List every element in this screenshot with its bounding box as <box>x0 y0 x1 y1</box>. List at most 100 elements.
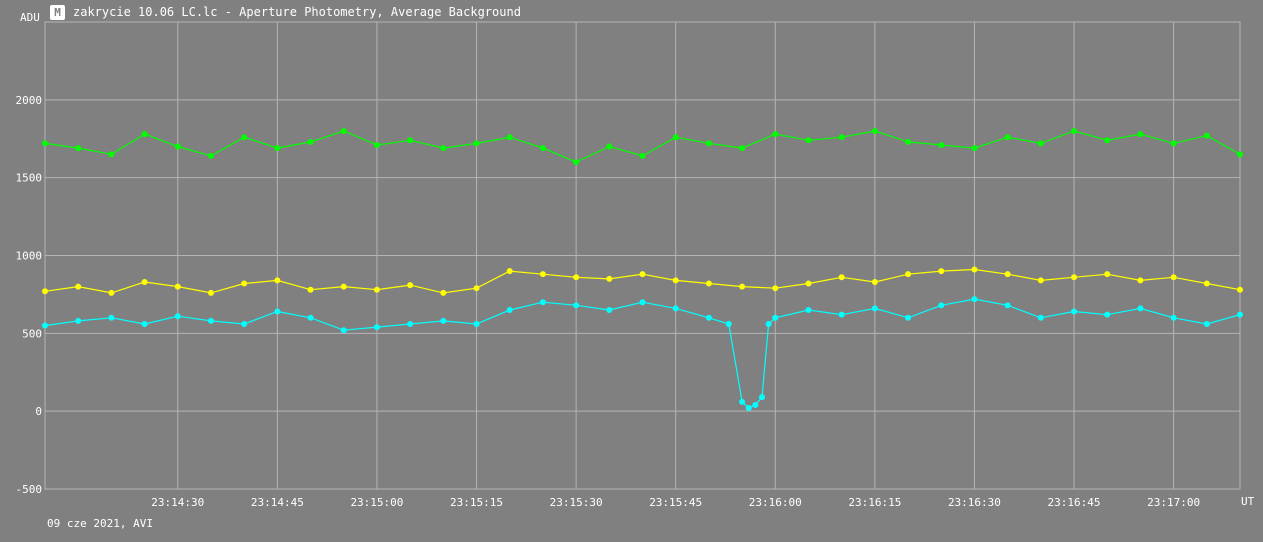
data-point <box>1203 320 1210 327</box>
data-point <box>42 140 48 147</box>
data-point <box>1137 305 1144 312</box>
x-tick-label: 23:16:30 <box>948 496 1001 509</box>
data-point <box>440 145 447 152</box>
grid <box>45 22 1240 490</box>
data-point <box>772 285 779 292</box>
data-point <box>838 274 845 281</box>
data-point <box>340 327 347 334</box>
data-point <box>42 322 48 329</box>
app-logo-icon[interactable]: M <box>50 4 65 20</box>
data-point <box>506 306 513 313</box>
data-point <box>440 289 447 296</box>
data-point <box>905 271 912 278</box>
data-point <box>871 278 878 285</box>
x-axis-label: UT <box>1241 495 1255 508</box>
data-point <box>772 314 779 321</box>
x-tick-label: 23:16:00 <box>749 496 802 509</box>
data-point <box>141 320 148 327</box>
data-point <box>1004 302 1011 309</box>
data-point <box>174 313 181 320</box>
series-2 <box>42 266 1243 296</box>
data-point <box>672 277 679 284</box>
data-point <box>373 324 380 331</box>
series-line <box>44 298 1241 409</box>
footer-info: 09 cze 2021, AVI <box>47 517 153 530</box>
data-point <box>108 289 115 296</box>
data-point <box>838 134 845 141</box>
x-tick-label: 23:15:00 <box>350 496 403 509</box>
data-point <box>207 317 214 324</box>
data-point <box>1104 137 1111 144</box>
data-point <box>938 268 945 275</box>
x-tick-label: 23:15:30 <box>550 496 603 509</box>
data-point <box>705 140 712 147</box>
y-tick-label: 500 <box>22 327 42 340</box>
data-point <box>274 277 281 284</box>
data-point <box>108 151 115 158</box>
data-point <box>971 296 978 303</box>
data-point <box>373 141 380 148</box>
data-point <box>905 314 912 321</box>
data-point <box>539 299 546 306</box>
data-point <box>1170 274 1177 281</box>
x-tick-label: 23:15:45 <box>649 496 702 509</box>
data-point <box>1071 274 1078 281</box>
data-point <box>75 283 82 290</box>
data-point <box>75 317 82 324</box>
data-point <box>174 143 181 150</box>
data-point <box>1104 271 1111 278</box>
x-tick-label: 23:16:15 <box>848 496 901 509</box>
data-point <box>42 288 48 295</box>
data-point <box>207 289 214 296</box>
data-point <box>241 320 248 327</box>
data-point <box>573 159 580 166</box>
data-point <box>1137 131 1144 138</box>
data-point <box>705 280 712 287</box>
y-axis-label: ADU <box>20 11 40 24</box>
data-point <box>752 401 759 408</box>
data-point <box>1170 314 1177 321</box>
data-point <box>639 271 646 278</box>
y-tick-label: 0 <box>35 405 42 418</box>
data-point <box>938 141 945 148</box>
data-point <box>407 282 414 289</box>
data-point <box>1037 314 1044 321</box>
data-point <box>573 274 580 281</box>
x-tick-label: 23:14:45 <box>251 496 304 509</box>
data-point <box>739 145 746 152</box>
data-point <box>307 314 314 321</box>
data-point <box>307 138 314 145</box>
y-tick-label: 1000 <box>16 250 43 263</box>
data-point <box>745 405 752 412</box>
data-point <box>606 143 613 150</box>
data-point <box>307 286 314 293</box>
data-point <box>765 320 772 327</box>
window-title-bar: M zakrycie 10.06 LC.lc - Aperture Photom… <box>50 3 521 21</box>
data-point <box>639 152 646 159</box>
data-point <box>725 320 732 327</box>
data-point <box>805 137 812 144</box>
data-point <box>805 280 812 287</box>
data-point <box>739 398 746 405</box>
window-title: zakrycie 10.06 LC.lc - Aperture Photomet… <box>73 5 521 19</box>
data-point <box>473 320 480 327</box>
data-point <box>1037 277 1044 284</box>
data-point <box>1004 271 1011 278</box>
data-point <box>241 134 248 141</box>
data-point <box>174 283 181 290</box>
data-point <box>473 140 480 147</box>
data-point <box>871 305 878 312</box>
data-point <box>805 306 812 313</box>
series-layer <box>42 127 1243 412</box>
x-tick-label: 23:14:30 <box>151 496 204 509</box>
data-point <box>340 283 347 290</box>
data-point <box>606 275 613 282</box>
data-point <box>1071 127 1078 134</box>
data-point <box>1203 132 1210 139</box>
data-point <box>141 278 148 285</box>
data-point <box>1137 277 1144 284</box>
data-point <box>759 394 765 401</box>
y-tick-label: -500 <box>16 483 43 496</box>
data-point <box>606 306 613 313</box>
